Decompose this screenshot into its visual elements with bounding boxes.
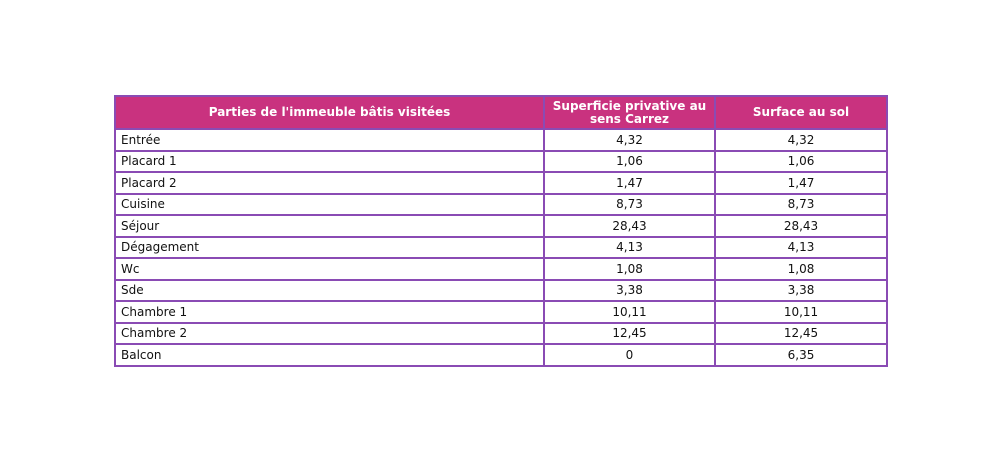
table-row: Séjour 28,43 28,43 bbox=[114, 214, 888, 238]
area-cell: 4,13 bbox=[543, 235, 716, 259]
area-cell: 1,47 bbox=[714, 171, 888, 195]
room-cell: Cuisine bbox=[114, 192, 545, 216]
table-row: Sde 3,38 3,38 bbox=[114, 278, 888, 302]
area-cell: 10,11 bbox=[543, 300, 716, 324]
area-cell: 12,45 bbox=[543, 321, 716, 345]
table-row: Chambre 1 10,11 10,11 bbox=[114, 300, 888, 324]
table-row: Wc 1,08 1,08 bbox=[114, 257, 888, 281]
room-cell: Dégagement bbox=[114, 235, 545, 259]
area-cell: 28,43 bbox=[714, 214, 888, 238]
area-cell: 1,06 bbox=[714, 149, 888, 173]
area-cell: 4,32 bbox=[543, 128, 716, 152]
table-row: Chambre 2 12,45 12,45 bbox=[114, 321, 888, 345]
area-cell: 0 bbox=[543, 343, 716, 367]
table-row: Placard 2 1,47 1,47 bbox=[114, 171, 888, 195]
area-cell: 1,08 bbox=[543, 257, 716, 281]
table-row: Cuisine 8,73 8,73 bbox=[114, 192, 888, 216]
area-cell: 6,35 bbox=[714, 343, 888, 367]
area-cell: 8,73 bbox=[543, 192, 716, 216]
area-cell: 12,45 bbox=[714, 321, 888, 345]
area-cell: 1,47 bbox=[543, 171, 716, 195]
area-cell: 1,06 bbox=[543, 149, 716, 173]
header-cell: Superficie privative au sens Carrez bbox=[543, 95, 716, 130]
room-cell: Sde bbox=[114, 278, 545, 302]
area-cell: 4,13 bbox=[714, 235, 888, 259]
header-row: Parties de l'immeuble bâtis visitées Supe… bbox=[114, 95, 888, 130]
room-cell: Placard 1 bbox=[114, 149, 545, 173]
header-cell: Surface au sol bbox=[714, 95, 888, 130]
table-row: Entrée 4,32 4,32 bbox=[114, 128, 888, 152]
table-row: Balcon 0 6,35 bbox=[114, 343, 888, 367]
room-cell: Placard 2 bbox=[114, 171, 545, 195]
table-row: Dégagement 4,13 4,13 bbox=[114, 235, 888, 259]
table-wrapper: Parties de l'immeuble bâtis visitées Supe… bbox=[114, 95, 888, 367]
room-cell: Chambre 2 bbox=[114, 321, 545, 345]
room-cell: Chambre 1 bbox=[114, 300, 545, 324]
header-cell: Parties de l'immeuble bâtis visitées bbox=[114, 95, 545, 130]
area-cell: 28,43 bbox=[543, 214, 716, 238]
room-cell: Séjour bbox=[114, 214, 545, 238]
table-row: Placard 1 1,06 1,06 bbox=[114, 149, 888, 173]
room-cell: Entrée bbox=[114, 128, 545, 152]
area-cell: 4,32 bbox=[714, 128, 888, 152]
surface-table: Parties de l'immeuble bâtis visitées Supe… bbox=[114, 95, 888, 367]
area-cell: 1,08 bbox=[714, 257, 888, 281]
area-cell: 10,11 bbox=[714, 300, 888, 324]
room-cell: Wc bbox=[114, 257, 545, 281]
area-cell: 3,38 bbox=[714, 278, 888, 302]
area-cell: 3,38 bbox=[543, 278, 716, 302]
room-cell: Balcon bbox=[114, 343, 545, 367]
table-body: Entrée 4,32 4,32 Placard 1 1,06 1,06 Placard 2… bbox=[114, 128, 888, 367]
area-cell: 8,73 bbox=[714, 192, 888, 216]
